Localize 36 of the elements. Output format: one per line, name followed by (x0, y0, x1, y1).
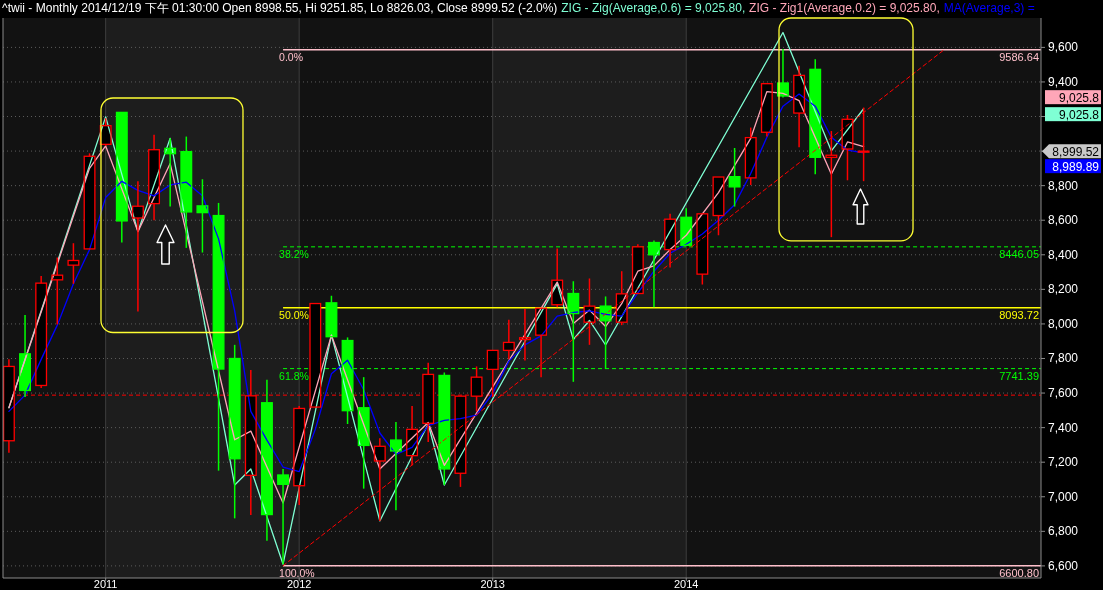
y-tick-label: 9,600 (1048, 40, 1079, 55)
y-tick-label: 7,200 (1048, 455, 1079, 470)
annotation: 50.0% (279, 308, 309, 321)
annotation: 61.8% (279, 369, 309, 382)
ref-line-label: 8093.72 (999, 308, 1039, 321)
ref-line-label: 8446.05 (999, 247, 1039, 260)
text: 9,025.8 (1058, 107, 1100, 122)
y-tick-label: 7,400 (1048, 420, 1079, 435)
y-tick-label: 6,800 (1048, 524, 1079, 539)
text: 8,999.52 (1052, 144, 1100, 159)
annotation: 100.0% (279, 566, 315, 579)
text: 8,989.89 (1052, 159, 1100, 174)
x-tick-label: 2014 (673, 578, 699, 590)
annotation: 38.2% (279, 247, 309, 260)
ref-line-label: 6600.80 (999, 566, 1039, 579)
ref-line-label: 9586.64 (999, 50, 1039, 63)
y-tick-label: 8,000 (1048, 316, 1079, 331)
text: ZIG - Zig1(Average,0.2) = 9,025.80, (749, 1, 940, 15)
y-tick-label: 6,600 (1048, 558, 1079, 573)
y-tick-label: 8,600 (1048, 213, 1079, 228)
y-tick-label: 8,800 (1048, 178, 1079, 193)
y-tick-label: 7,000 (1048, 489, 1079, 504)
y-tick-label: 8,400 (1048, 247, 1079, 262)
annotation: 0.0% (279, 50, 303, 63)
text: MA(Average,3) = (943, 1, 1035, 15)
ref-line-label: 7741.39 (999, 369, 1039, 382)
y-tick-label: 7,600 (1048, 386, 1079, 401)
chart-title: ^twii - Monthly 2014/12/19 下午 01:30:00 Open 8998.55, Hi 9251.85, Lo 8826.03, Close 8999.52 (-2.0%) (2, 1, 558, 15)
x-tick-label: 2012 (286, 578, 312, 590)
y-tick-label: 7,800 (1048, 351, 1079, 366)
y-tick-label: 9,400 (1048, 74, 1079, 89)
text: ZIG - Zig(Average,0.6) = 9,025.80, (561, 1, 746, 15)
x-tick-label: 2011 (93, 578, 118, 590)
x-tick-label: 2013 (480, 578, 505, 590)
y-tick-label: 8,200 (1048, 282, 1079, 297)
text: 9,025.8 (1058, 90, 1100, 105)
